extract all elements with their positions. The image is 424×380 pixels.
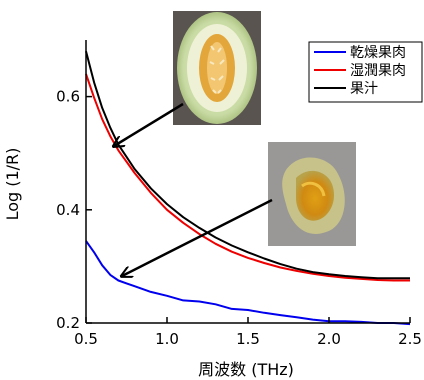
series-line-1: [85, 240, 411, 326]
arrow-to-wet-flesh-curve: [114, 102, 184, 146]
x-tick-label: 0.5: [74, 330, 98, 348]
x-tick-label: 2.0: [317, 330, 341, 348]
y-tick-label: 0.4: [56, 201, 80, 219]
arrow-to-dried-flesh-curve: [122, 198, 273, 276]
melon-cross-section-photo: [173, 11, 261, 125]
x-tick-label: 1.0: [155, 330, 179, 348]
y-tick-label: 0.2: [56, 314, 80, 332]
x-tick-label: 2.5: [398, 330, 422, 348]
legend-label-3: 果汁: [350, 81, 378, 97]
legend-label-1: 乾燥果肉: [350, 45, 406, 61]
legend-label-2: 湿潤果肉: [350, 63, 406, 79]
x-axis-label: 周波数 (THz): [198, 360, 294, 379]
y-ticks: 0.2 0.4 0.6: [56, 88, 92, 332]
y-axis-label: Log (1/R): [3, 148, 22, 221]
x-ticks: 0.5 1.0 1.5 2.0 2.5: [74, 317, 422, 348]
dried-melon-flesh-photo: [268, 142, 356, 246]
y-tick-label: 0.6: [56, 88, 80, 106]
x-tick-label: 1.5: [236, 330, 260, 348]
